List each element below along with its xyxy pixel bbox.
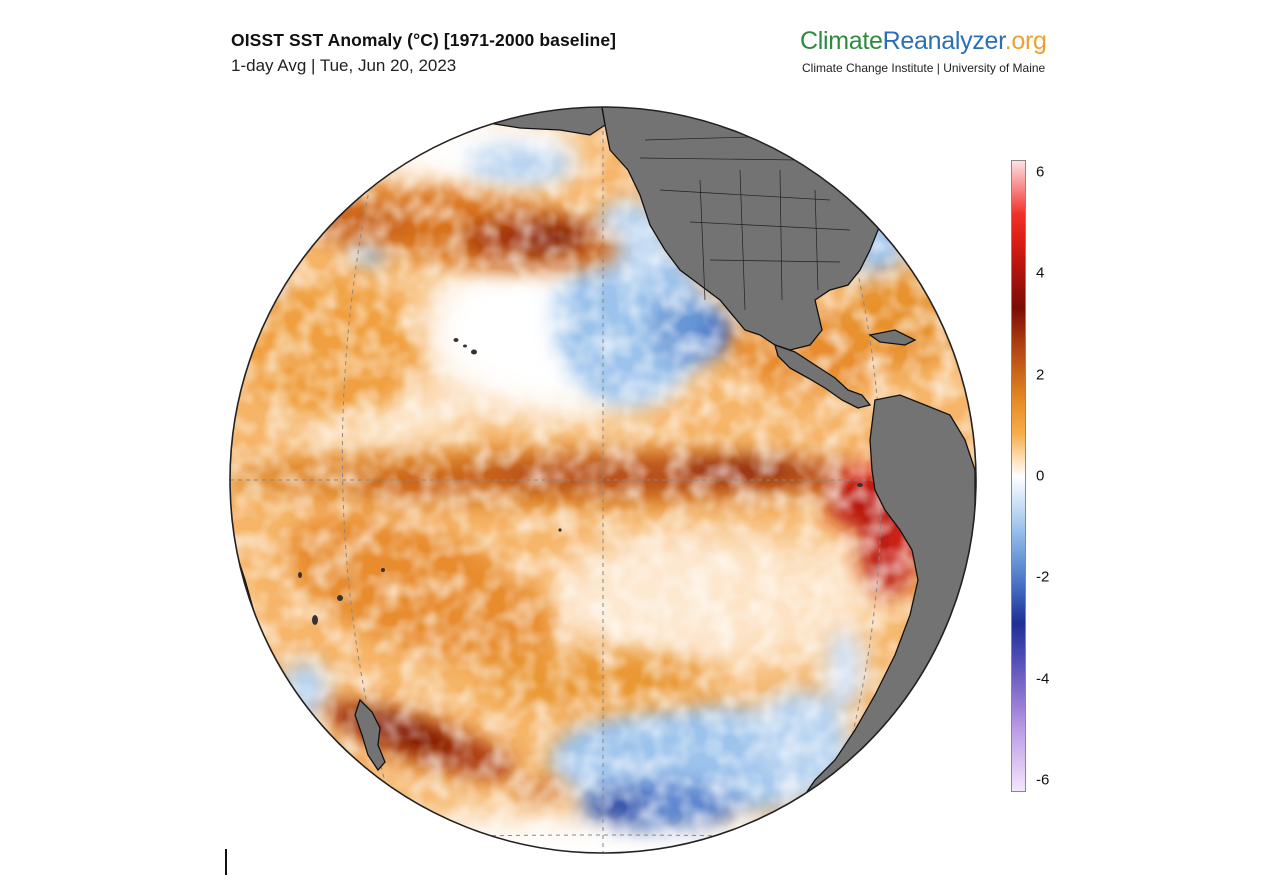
state-borders (639, 134, 851, 311)
brand-logo-reanalyzer: Reanalyzer (882, 27, 1005, 55)
colorbar-tick-label: 4 (1036, 264, 1045, 282)
colorbar (1011, 160, 1026, 792)
colorbar-tick-label: -6 (1036, 771, 1050, 789)
colorbar-tick-label: 0 (1036, 467, 1045, 485)
chart-subtitle: 1-day Avg | Tue, Jun 20, 2023 (231, 56, 457, 75)
colorbar-tick-label: 6 (1036, 163, 1045, 181)
sst-anomaly-field (230, 107, 976, 853)
brand-logo-org: .org (1004, 27, 1047, 55)
globe-outline (229, 106, 977, 854)
chart-title: OISST SST Anomaly (°C) [1971-2000 baseli… (231, 30, 617, 50)
colorbar-tick-label: 2 (1036, 366, 1045, 384)
new-zealand-land (354, 698, 386, 772)
brand-logo[interactable]: ClimateReanalyzer.org (800, 29, 1047, 54)
colorbar-tick-label: -2 (1036, 568, 1050, 586)
brand-logo-climate: Climate (800, 27, 883, 55)
colorbar-tick-label: -4 (1036, 670, 1050, 688)
pacific-islands (298, 338, 863, 625)
caribbean-islands (868, 329, 917, 346)
brand-tagline: Climate Change Institute | University of… (802, 61, 1046, 75)
central-america-land (774, 343, 872, 409)
text-cursor-mark (225, 849, 227, 875)
